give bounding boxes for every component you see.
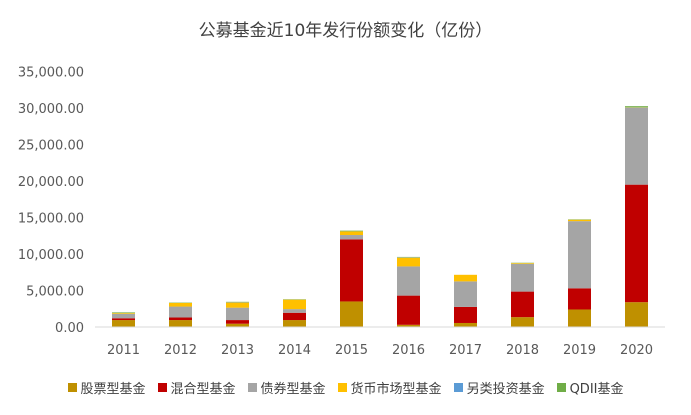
bar-segment-2015-series-1 (340, 239, 363, 302)
bar-segment-2020-series-2 (625, 108, 648, 185)
x-tick-label: 2011 (107, 343, 140, 358)
bar-segment-2020-series-0 (625, 302, 648, 327)
bar-segment-2014-series-1 (283, 312, 306, 321)
y-tick-label: 35,000.00 (18, 66, 84, 81)
bar-segment-2012-series-0 (169, 320, 192, 327)
y-tick-label: 10,000.00 (18, 248, 84, 263)
bar-segment-2012-series-3 (169, 302, 192, 307)
bar-segment-2011-series-0 (112, 320, 135, 327)
bar-layer (112, 106, 648, 327)
x-tick-label: 2013 (221, 343, 254, 358)
y-axis-ticks: 0.00 5,000.00 10,000.00 15,000.00 20,000.00 2… (18, 66, 84, 337)
bar-segment-2019-series-0 (568, 309, 591, 327)
legend-item: 混合型基金 (157, 378, 236, 397)
bar-segment-2014-series-3 (283, 299, 306, 310)
bar-segment-2013-series-2 (226, 307, 249, 321)
x-tick-label: 2018 (506, 343, 539, 358)
bar-segment-2012-series-2 (169, 306, 192, 318)
x-tick-label: 2017 (449, 343, 482, 358)
bar-segment-2020-series-5 (625, 106, 648, 108)
y-tick-label: 30,000.00 (18, 102, 84, 117)
y-tick-label: 20,000.00 (18, 175, 84, 190)
bar-segment-2018-series-0 (511, 317, 534, 327)
y-tick-label: 15,000.00 (18, 212, 84, 227)
bar-segment-2017-series-0 (454, 322, 477, 327)
bar-segment-2013-series-3 (226, 302, 249, 308)
bar-segment-2011-series-3 (112, 313, 135, 314)
bar-segment-2011-series-5 (112, 312, 135, 314)
bar-segment-2017-series-1 (454, 306, 477, 323)
x-tick-label: 2016 (392, 343, 425, 358)
x-axis-ticks: 2011 2012 2013 2014 2015 2016 2017 2018 2019 2020 (107, 343, 653, 358)
bar-segment-2018-series-3 (511, 263, 534, 264)
bar-segment-2013-series-0 (226, 323, 249, 327)
legend-label: 债券型基金 (260, 381, 326, 397)
bar-segment-2019-series-3 (568, 219, 591, 222)
legend-swatch (337, 382, 347, 392)
bar-segment-2013-series-1 (226, 320, 249, 324)
bar-segment-2014-series-2 (283, 309, 306, 313)
bar-segment-2016-series-2 (397, 266, 420, 296)
x-tick-label: 2015 (335, 343, 368, 358)
x-tick-label: 2012 (164, 343, 197, 358)
bar-segment-2016-series-1 (397, 295, 420, 325)
bar-segment-2011-series-2 (112, 313, 135, 319)
legend-label: 货币市场型基金 (350, 381, 442, 397)
legend-item: 股票型基金 (67, 378, 146, 397)
bar-segment-2017-series-2 (454, 281, 477, 307)
legend: 股票型基金 混合型基金 债券型基金 货币市场型基金 另类投资基金 QDII基金 (0, 377, 691, 397)
legend-item: 另类投资基金 (453, 378, 545, 397)
bar-segment-2011-series-1 (112, 318, 135, 321)
legend-label: 股票型基金 (80, 381, 146, 397)
bar-segment-2015-series-2 (340, 235, 363, 240)
legend-label: 混合型基金 (170, 381, 236, 397)
legend-swatch (67, 382, 77, 392)
y-tick-label: 0.00 (55, 321, 84, 336)
bar-segment-2015-series-3 (340, 231, 363, 236)
bar-segment-2014-series-0 (283, 320, 306, 327)
bar-segment-2015-series-5 (340, 230, 363, 232)
legend-item: 债券型基金 (247, 378, 326, 397)
y-tick-label: 5,000.00 (26, 285, 84, 300)
bar-segment-2012-series-1 (169, 317, 192, 321)
legend-swatch (157, 382, 167, 392)
bar-segment-2019-series-1 (568, 288, 591, 310)
bar-segment-2019-series-2 (568, 221, 591, 289)
chart-title: 公募基金近10年发行份额变化（亿份） (198, 21, 493, 41)
legend-label: 另类投资基金 (466, 381, 545, 397)
legend-item: QDII基金 (556, 378, 624, 397)
legend-item: 货币市场型基金 (337, 378, 442, 397)
bar-segment-2016-series-0 (397, 324, 420, 327)
x-tick-label: 2019 (563, 343, 596, 358)
x-tick-label: 2014 (278, 343, 311, 358)
bar-segment-2015-series-0 (340, 301, 363, 327)
legend-swatch (556, 382, 566, 392)
y-tick-label: 25,000.00 (18, 139, 84, 154)
bar-segment-2016-series-3 (397, 257, 420, 267)
bar-segment-2020-series-1 (625, 184, 648, 303)
legend-label: QDII基金 (569, 381, 624, 397)
bar-segment-2017-series-3 (454, 274, 477, 282)
bar-segment-2018-series-1 (511, 291, 534, 318)
x-tick-label: 2020 (620, 343, 653, 358)
bar-segment-2018-series-2 (511, 263, 534, 292)
legend-swatch (247, 382, 257, 392)
legend-swatch (453, 382, 463, 392)
